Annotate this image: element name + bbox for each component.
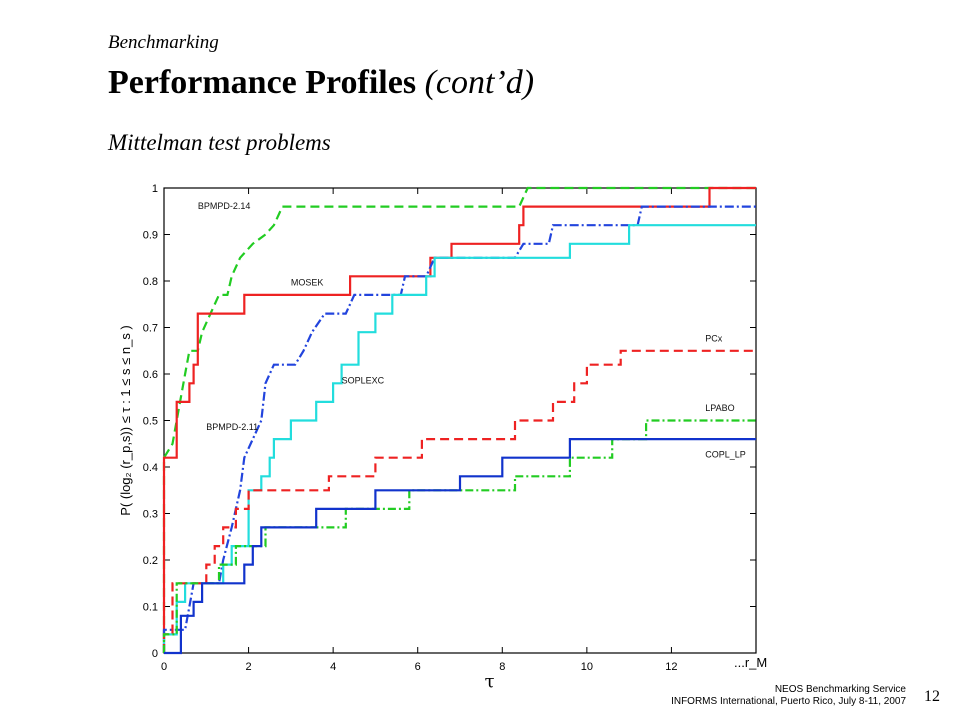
slide-title: Performance Profiles (cont’d) (108, 64, 534, 102)
series-label: BPMPD-2.14 (198, 201, 251, 211)
series-line (162, 186, 756, 653)
series-line (162, 205, 756, 653)
x-tick-label: 2 (246, 661, 252, 673)
series-label: PCx (705, 333, 723, 343)
series-line (162, 224, 756, 653)
x-tick-label: 6 (415, 661, 421, 673)
series-label: SOPLEXC (342, 375, 385, 385)
y-tick-label: 0.5 (143, 416, 158, 428)
y-tick-label: 0.8 (143, 276, 158, 288)
y-tick-label: 0.7 (143, 323, 158, 335)
y-tick-label: 0.6 (143, 369, 158, 381)
x-tick-label: 4 (330, 661, 336, 673)
x-tick-label: 10 (581, 661, 593, 673)
series-label: LPABO (705, 403, 734, 413)
series-label: BPMPD-2.11 (206, 422, 258, 432)
y-tick-label: 0.9 (143, 230, 158, 242)
page-number: 12 (924, 688, 940, 705)
x-tick-label: 12 (665, 661, 677, 673)
y-tick-label: 0.4 (143, 462, 158, 474)
series-line (164, 438, 756, 655)
footer-line-1: NEOS Benchmarking Service (774, 684, 906, 695)
y-tick-label: 0.1 (143, 602, 158, 614)
x-tick-label: 8 (499, 661, 505, 673)
x-tick-label: 0 (161, 661, 167, 673)
y-tick-label: 0.3 (143, 509, 158, 521)
slide-footer: NEOS Benchmarking Service INFORMS Intern… (671, 684, 906, 708)
y-axis-label: P( (log₂ (r_p,s)) ≤ τ : 1 ≤ s ≤ n_s ) (118, 325, 133, 516)
slide-kicker: Benchmarking (108, 32, 219, 53)
x-axis-label: τ (485, 671, 495, 690)
slide-title-suffix: (cont’d) (424, 64, 535, 101)
series-line (162, 349, 756, 653)
y-tick-label: 0.2 (143, 555, 158, 567)
performance-profile-chart: 00.10.20.30.40.50.60.70.80.910 2 4 6 8 10 12..… (118, 183, 767, 690)
slide-title-main: Performance Profiles (108, 64, 417, 101)
series-label: MOSEK (291, 278, 324, 288)
footer-line-2: INFORMS International, Puerto Rico, July… (671, 696, 906, 707)
slide-subtitle: Mittelman test problems (108, 130, 331, 155)
y-tick-label: 1 (152, 183, 158, 195)
series-label: COPL_LP (705, 450, 746, 460)
y-tick-label: 0 (152, 648, 158, 660)
series-line (162, 186, 756, 653)
x-tick-label-rm: ...r_M (734, 655, 767, 670)
